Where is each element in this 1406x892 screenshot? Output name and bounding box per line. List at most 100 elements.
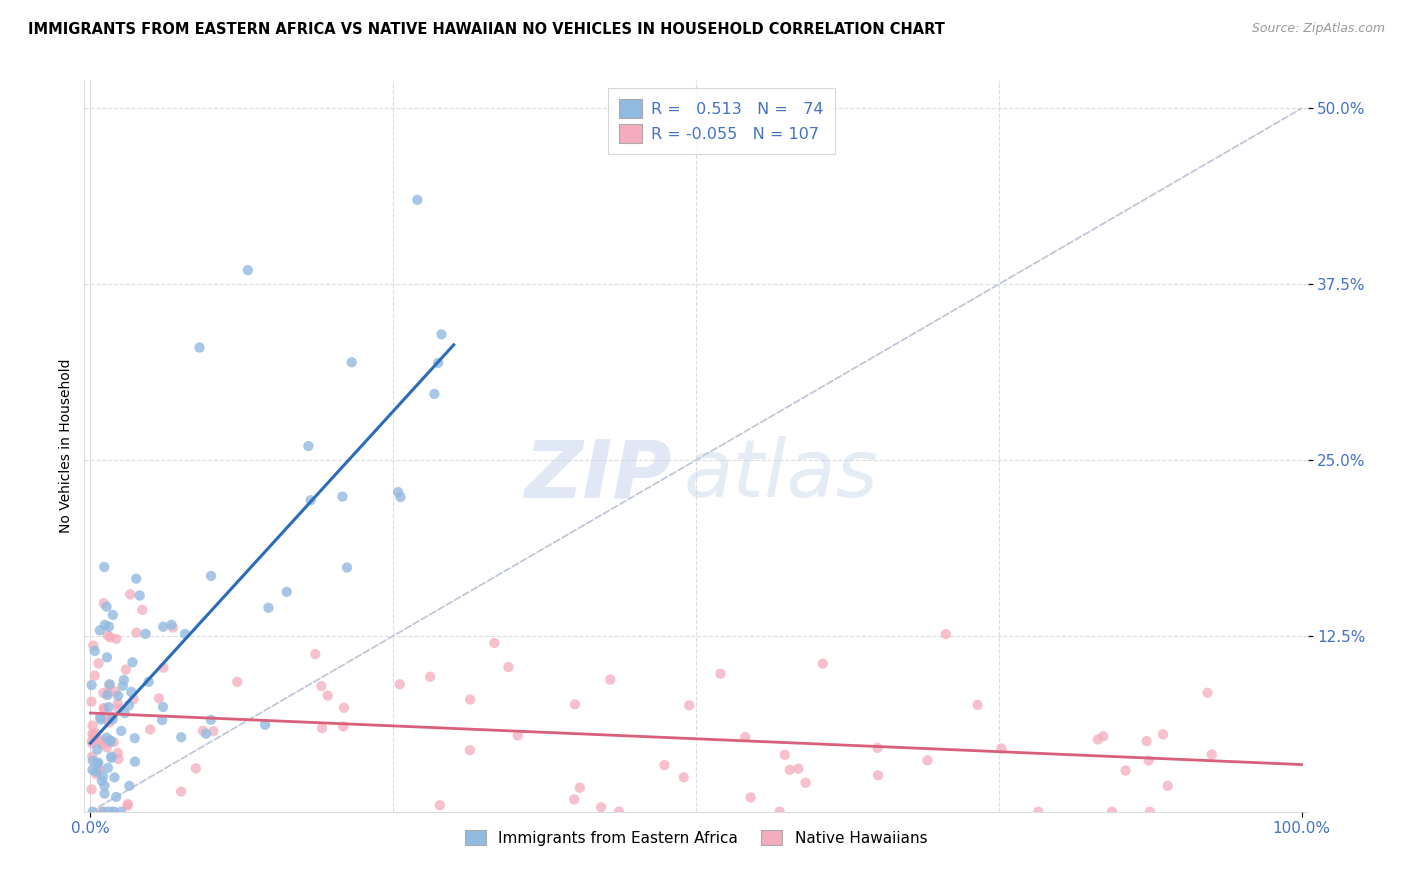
Point xyxy=(160,617,183,632)
Point xyxy=(82,754,104,768)
Point xyxy=(82,736,104,750)
Point xyxy=(423,387,446,401)
Point xyxy=(484,636,506,650)
Point xyxy=(115,663,138,677)
Point xyxy=(427,356,450,370)
Point xyxy=(304,647,326,661)
Point xyxy=(128,589,150,603)
Point xyxy=(935,627,957,641)
Point xyxy=(98,631,121,645)
Point xyxy=(1137,754,1160,768)
Point xyxy=(90,773,112,788)
Point xyxy=(87,763,110,777)
Point xyxy=(1152,727,1174,741)
Point xyxy=(120,587,142,601)
Point xyxy=(333,700,356,714)
Point xyxy=(96,735,118,749)
Point xyxy=(97,805,120,819)
Point xyxy=(100,734,122,748)
Point xyxy=(86,764,108,779)
Point xyxy=(120,685,142,699)
Point xyxy=(257,600,280,615)
Point xyxy=(226,674,249,689)
Point xyxy=(107,697,129,711)
Point xyxy=(170,784,193,798)
Point xyxy=(80,678,103,692)
Point xyxy=(387,485,409,500)
Point xyxy=(98,677,121,691)
Point xyxy=(236,263,259,277)
Point xyxy=(97,686,120,700)
Point xyxy=(188,341,211,355)
Point xyxy=(734,730,756,744)
Point xyxy=(104,684,127,698)
Point xyxy=(990,741,1012,756)
Point xyxy=(430,327,453,342)
Point xyxy=(101,607,124,622)
Point xyxy=(134,627,156,641)
Point xyxy=(389,490,412,504)
Point xyxy=(118,779,141,793)
Point xyxy=(93,701,115,715)
Point xyxy=(101,805,124,819)
Point xyxy=(84,726,107,740)
Point xyxy=(110,805,132,819)
Point xyxy=(297,439,319,453)
Point xyxy=(299,493,322,508)
Point xyxy=(866,740,889,755)
Point xyxy=(98,715,121,730)
Point xyxy=(107,702,129,716)
Point xyxy=(1026,805,1049,819)
Point xyxy=(458,743,481,757)
Point xyxy=(184,761,207,775)
Point xyxy=(599,673,621,687)
Point xyxy=(340,355,363,369)
Point xyxy=(769,805,792,819)
Point xyxy=(97,700,120,714)
Point xyxy=(125,625,148,640)
Point xyxy=(316,689,339,703)
Point xyxy=(124,755,146,769)
Point xyxy=(406,193,429,207)
Point xyxy=(96,712,118,726)
Point xyxy=(1115,764,1137,778)
Point xyxy=(654,758,676,772)
Point xyxy=(83,729,105,743)
Point xyxy=(110,723,132,738)
Point xyxy=(191,723,214,738)
Point xyxy=(117,798,139,813)
Point xyxy=(91,769,114,783)
Point xyxy=(1135,734,1157,748)
Point xyxy=(96,688,118,702)
Point xyxy=(111,679,134,693)
Point xyxy=(591,800,613,814)
Point xyxy=(96,650,118,665)
Point xyxy=(82,639,104,653)
Point xyxy=(868,768,890,782)
Point xyxy=(170,731,193,745)
Point xyxy=(1101,805,1123,819)
Point xyxy=(773,747,796,762)
Point xyxy=(138,674,160,689)
Point xyxy=(80,782,103,797)
Point xyxy=(311,679,333,693)
Point xyxy=(121,655,143,669)
Point xyxy=(117,797,139,811)
Point xyxy=(150,713,173,727)
Point xyxy=(105,789,128,804)
Point xyxy=(429,798,451,813)
Point xyxy=(562,792,585,806)
Point xyxy=(162,621,184,635)
Point xyxy=(419,670,441,684)
Point xyxy=(276,585,298,599)
Text: atlas: atlas xyxy=(683,436,879,515)
Point xyxy=(83,644,105,658)
Point xyxy=(124,731,146,746)
Point xyxy=(917,753,939,767)
Point xyxy=(152,700,174,714)
Point xyxy=(101,712,124,726)
Point xyxy=(1087,732,1109,747)
Point xyxy=(311,721,333,735)
Point xyxy=(1092,729,1115,743)
Point xyxy=(98,678,121,692)
